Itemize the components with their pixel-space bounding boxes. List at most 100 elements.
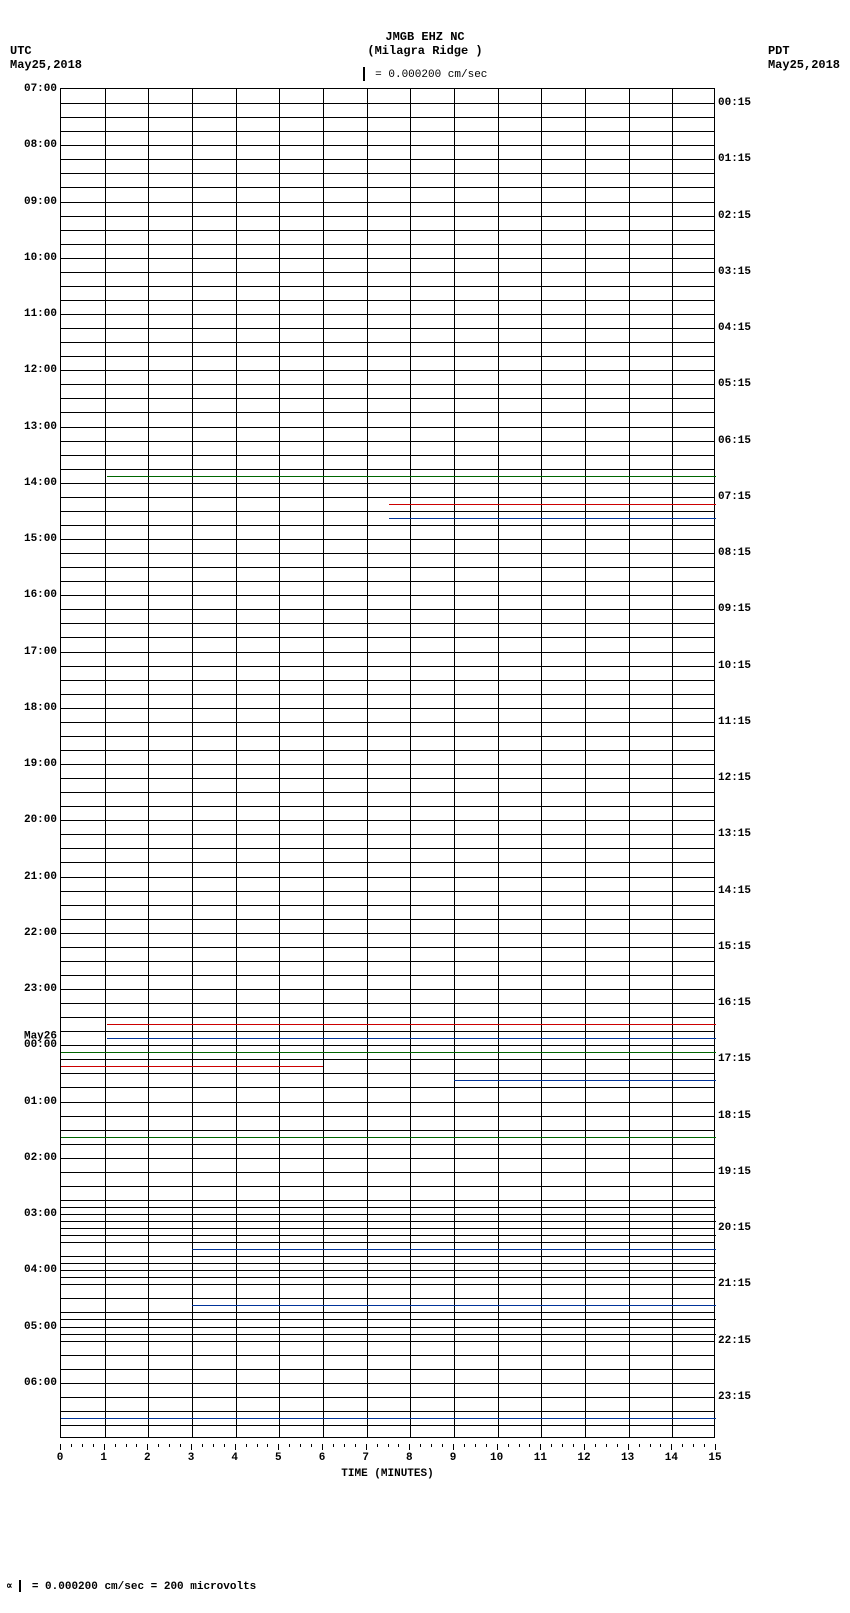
x-tick-minor <box>267 1444 268 1447</box>
pdt-time-label: 13:15 <box>718 828 751 840</box>
x-tick-minor <box>388 1444 389 1447</box>
gridline-horizontal <box>61 1172 714 1173</box>
footer-text: = 0.000200 cm/sec = 200 microvolts <box>25 1581 256 1593</box>
utc-time-label: 06:00 <box>24 1377 57 1389</box>
x-tick-minor <box>562 1444 563 1447</box>
pdt-time-label: 01:15 <box>718 153 751 165</box>
pdt-time-label: 20:15 <box>718 1222 751 1234</box>
date-change-label: May26 <box>24 1031 57 1043</box>
seismic-trace <box>61 1277 716 1278</box>
x-tick-minor <box>180 1444 181 1447</box>
gridline-horizontal <box>61 1327 714 1328</box>
gridline-horizontal <box>61 1369 714 1370</box>
gridline-horizontal <box>61 300 714 301</box>
gridline-horizontal <box>61 1242 714 1243</box>
gridline-horizontal <box>61 1425 714 1426</box>
pdt-time-label: 04:15 <box>718 322 751 334</box>
pdt-time-label: 19:15 <box>718 1166 751 1178</box>
gridline-horizontal <box>61 1411 714 1412</box>
gridline-horizontal <box>61 1298 714 1299</box>
pdt-time-label: 23:15 <box>718 1391 751 1403</box>
gridline-horizontal <box>61 1130 714 1131</box>
x-tick <box>671 1444 672 1450</box>
x-tick-minor <box>704 1444 705 1447</box>
gridline-horizontal <box>61 1312 714 1313</box>
gridline-horizontal <box>61 455 714 456</box>
gridline-horizontal <box>61 877 714 878</box>
x-tick-label: 9 <box>450 1452 457 1464</box>
x-tick-minor <box>420 1444 421 1447</box>
gridline-horizontal <box>61 356 714 357</box>
x-tick-minor <box>475 1444 476 1447</box>
gridline-horizontal <box>61 975 714 976</box>
x-tick <box>104 1444 105 1450</box>
x-tick-minor <box>650 1444 651 1447</box>
pdt-time-label: 12:15 <box>718 772 751 784</box>
seismic-trace <box>454 1080 716 1081</box>
gridline-horizontal <box>61 1397 714 1398</box>
gridline-horizontal <box>61 216 714 217</box>
gridline-horizontal <box>61 427 714 428</box>
x-tick-minor <box>486 1444 487 1447</box>
x-tick-label: 5 <box>275 1452 282 1464</box>
x-tick-minor <box>82 1444 83 1447</box>
x-tick-minor <box>464 1444 465 1447</box>
utc-time-label: 20:00 <box>24 814 57 826</box>
pdt-time-label: 05:15 <box>718 378 751 390</box>
gridline-horizontal <box>61 384 714 385</box>
utc-time-label: 15:00 <box>24 533 57 545</box>
x-tick-minor <box>595 1444 596 1447</box>
gridline-horizontal <box>61 1116 714 1117</box>
tz-left-label: UTC <box>10 44 82 58</box>
gridline-horizontal <box>61 1284 714 1285</box>
utc-time-label: 03:00 <box>24 1208 57 1220</box>
utc-time-label: 07:00 <box>24 83 57 95</box>
gridline-horizontal <box>61 1087 714 1088</box>
scale-bar-icon <box>19 1580 21 1592</box>
x-tick-minor <box>355 1444 356 1447</box>
seismic-trace <box>389 504 717 505</box>
seismic-trace <box>107 1024 716 1025</box>
utc-time-label: 02:00 <box>24 1152 57 1164</box>
x-tick-label: 14 <box>665 1452 678 1464</box>
seismic-trace <box>61 1207 716 1208</box>
seismic-trace <box>61 1052 716 1053</box>
x-tick-minor <box>202 1444 203 1447</box>
x-tick-label: 8 <box>406 1452 413 1464</box>
gridline-horizontal <box>61 820 714 821</box>
utc-time-label: 05:00 <box>24 1321 57 1333</box>
x-tick-minor <box>257 1444 258 1447</box>
pdt-time-label: 17:15 <box>718 1053 751 1065</box>
gridline-horizontal <box>61 328 714 329</box>
gridline-horizontal <box>61 567 714 568</box>
x-tick-label: 0 <box>57 1452 64 1464</box>
gridline-horizontal <box>61 1144 714 1145</box>
gridline-horizontal <box>61 159 714 160</box>
gridline-horizontal <box>61 680 714 681</box>
gridline-horizontal <box>61 258 714 259</box>
seismic-trace <box>61 1137 716 1138</box>
seismic-trace <box>61 1319 716 1320</box>
x-tick-minor <box>169 1444 170 1447</box>
gridline-horizontal <box>61 1256 714 1257</box>
footer-scale: ∝ = 0.000200 cm/sec = 200 microvolts <box>6 1579 256 1593</box>
pdt-time-label: 10:15 <box>718 660 751 672</box>
gridline-horizontal <box>61 370 714 371</box>
gridline-horizontal <box>61 1059 714 1060</box>
gridline-horizontal <box>61 1200 714 1201</box>
station-location: (Milagra Ridge ) <box>0 44 850 58</box>
tz-left-date: May25,2018 <box>10 58 82 72</box>
gridline-horizontal <box>61 553 714 554</box>
x-tick <box>540 1444 541 1450</box>
utc-time-label: 18:00 <box>24 702 57 714</box>
x-tick-minor <box>224 1444 225 1447</box>
gridline-horizontal <box>61 1341 714 1342</box>
gridline-horizontal <box>61 722 714 723</box>
seismic-trace <box>61 1066 323 1067</box>
gridline-horizontal <box>61 202 714 203</box>
gridline-horizontal <box>61 539 714 540</box>
x-tick-minor <box>431 1444 432 1447</box>
x-tick-minor <box>213 1444 214 1447</box>
x-tick <box>60 1444 61 1450</box>
utc-time-label: 01:00 <box>24 1096 57 1108</box>
